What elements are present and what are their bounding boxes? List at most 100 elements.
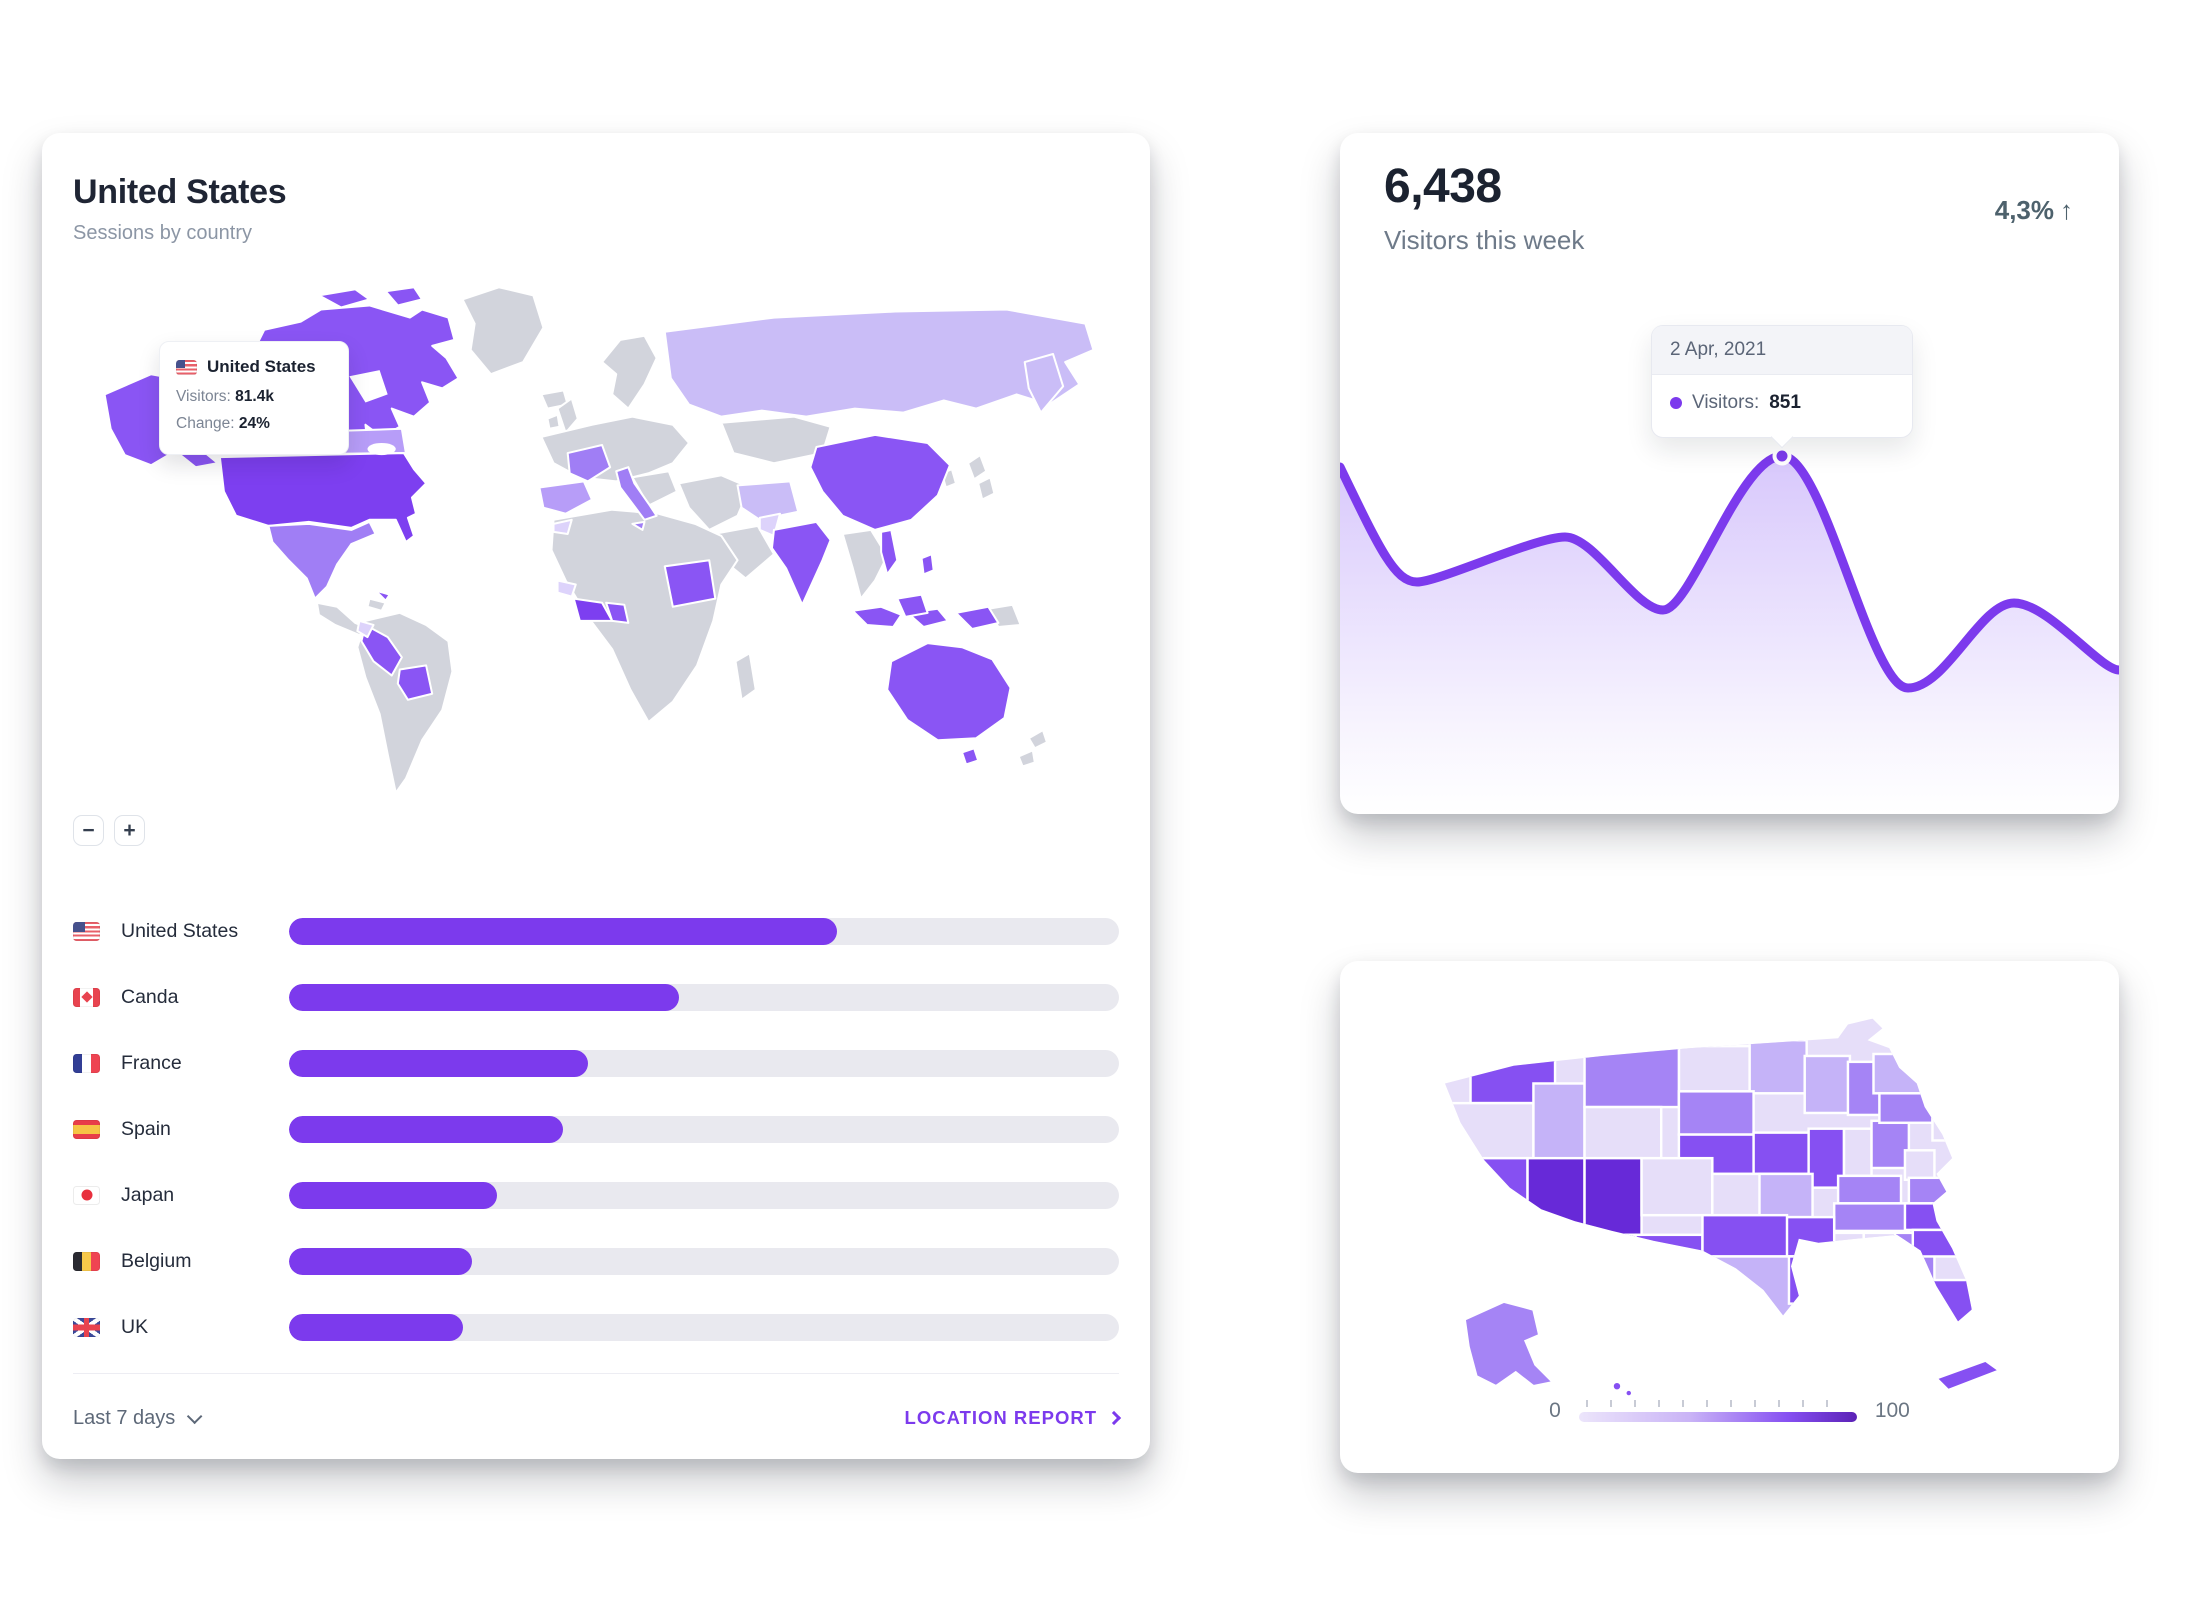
bar-track [289, 1247, 1119, 1275]
state-AK [1463, 1300, 1556, 1388]
world-map[interactable] [66, 265, 1128, 811]
country-list: United States Canda France Spain [73, 911, 1119, 1347]
country-row[interactable]: UK [73, 1307, 1119, 1347]
russia [663, 308, 1095, 418]
sessions-by-country-card: United States Sessions by country [42, 133, 1150, 1459]
legend-ticks [1585, 1400, 1850, 1407]
state-MO [1758, 1172, 1814, 1219]
country-flag-icon [73, 987, 100, 1007]
visitors-area-chart[interactable] [1340, 420, 2119, 814]
country-row[interactable]: United States [73, 911, 1119, 951]
state-WV [1903, 1149, 1936, 1182]
guinea [556, 579, 577, 598]
italy [615, 466, 658, 521]
uk-island [556, 397, 579, 434]
state-HI-1 [1611, 1380, 1623, 1392]
state-ID [1532, 1082, 1586, 1162]
bar-fill [289, 917, 837, 945]
chart-tooltip: 2 Apr, 2021 Visitors: 851 [1651, 325, 1913, 438]
state-TX [1697, 1255, 1795, 1322]
zoom-out-button[interactable]: − [73, 815, 104, 846]
bar-fill [289, 1049, 588, 1077]
china [809, 433, 951, 531]
australia [886, 642, 1012, 742]
state-AL [1862, 1231, 1897, 1286]
legend-scale [1578, 1400, 1857, 1422]
philippines [920, 553, 935, 576]
area-line [1340, 451, 2119, 693]
country-row[interactable]: France [73, 1043, 1119, 1083]
country-flag-icon [73, 921, 100, 941]
map-zoom-controls: − + [73, 815, 145, 846]
great-lakes [367, 442, 396, 456]
us-choropleth-map[interactable] [1386, 985, 2074, 1408]
country-label: UK [121, 1315, 149, 1338]
se-asia [841, 528, 889, 600]
island-shape [1934, 1359, 2002, 1392]
location-report-link[interactable]: LOCATION REPORT [904, 1407, 1122, 1429]
tooltip-change: Change: 24% [176, 415, 270, 432]
japan-south [977, 476, 996, 501]
state-SC [1911, 1228, 1960, 1258]
tooltip-value-row: Visitors: 851 [1652, 375, 1912, 437]
country-label: Japan [121, 1183, 175, 1206]
bar-fill [289, 1181, 497, 1209]
vietnam [880, 528, 899, 576]
legend-min: 0 [1549, 1399, 1561, 1422]
bar-track [289, 1115, 1119, 1143]
state-NJ [1931, 1105, 1954, 1142]
state-WI [1803, 1054, 1852, 1115]
borneo [896, 593, 929, 618]
state-VT [1919, 1068, 1940, 1095]
tooltip-visitors: Visitors: 81.4k [176, 388, 274, 405]
country-row[interactable]: Canda [73, 977, 1119, 1017]
state-MN [1748, 1038, 1808, 1095]
greenland [461, 286, 545, 376]
united-states [218, 452, 428, 544]
madagascar [734, 652, 757, 701]
series-dot-icon [1670, 397, 1682, 409]
ecuador [356, 619, 375, 639]
visitors-count: 6,438 [1384, 160, 1502, 213]
kamchatka [1023, 352, 1065, 414]
state-PA [1878, 1092, 1934, 1125]
state-MS [1830, 1231, 1865, 1286]
bar-fill [289, 1247, 472, 1275]
country-row[interactable]: Belgium [73, 1241, 1119, 1281]
country-row[interactable]: Spain [73, 1109, 1119, 1149]
arctic-island-2 [384, 286, 424, 307]
country-label: Belgium [121, 1249, 192, 1272]
country-flag-icon [73, 1119, 100, 1139]
iran [736, 480, 800, 521]
location-report-label: LOCATION REPORT [904, 1407, 1097, 1428]
visitors-week-card: 6,438 Visitors this week 4,3% ↑ 2 Apr, 20… [1340, 133, 2119, 814]
arrow-up-icon: ↑ [2060, 195, 2073, 225]
bar-track [289, 1181, 1119, 1209]
state-UT [1583, 1156, 1643, 1237]
japan-north [967, 454, 988, 481]
us-flag-icon [176, 359, 197, 375]
date-range-dropdown[interactable]: Last 7 days [73, 1407, 203, 1430]
cuba [374, 589, 391, 602]
sicily [631, 520, 646, 531]
state-MA [1935, 1074, 1964, 1091]
tooltip-date: 2 Apr, 2021 [1652, 326, 1912, 375]
state-AZ [1557, 1233, 1637, 1311]
bolivia [396, 664, 434, 701]
state-TN [1832, 1202, 1911, 1233]
zoom-in-button[interactable]: + [114, 815, 145, 846]
state-VA [1907, 1176, 1970, 1205]
card-subtitle: Sessions by country [73, 222, 252, 244]
state-NV [1526, 1156, 1586, 1244]
tasmania [961, 747, 980, 766]
peru [360, 623, 403, 677]
country-row[interactable]: Japan [73, 1175, 1119, 1215]
country-flag-icon [73, 1251, 100, 1271]
bar-track [289, 917, 1119, 945]
bar-track [289, 1313, 1119, 1341]
bar-fill [289, 983, 680, 1011]
country-label: Spain [121, 1117, 171, 1140]
state-CT [1927, 1088, 1952, 1107]
country-label: France [121, 1051, 182, 1074]
new-zealand-north [1027, 729, 1048, 750]
